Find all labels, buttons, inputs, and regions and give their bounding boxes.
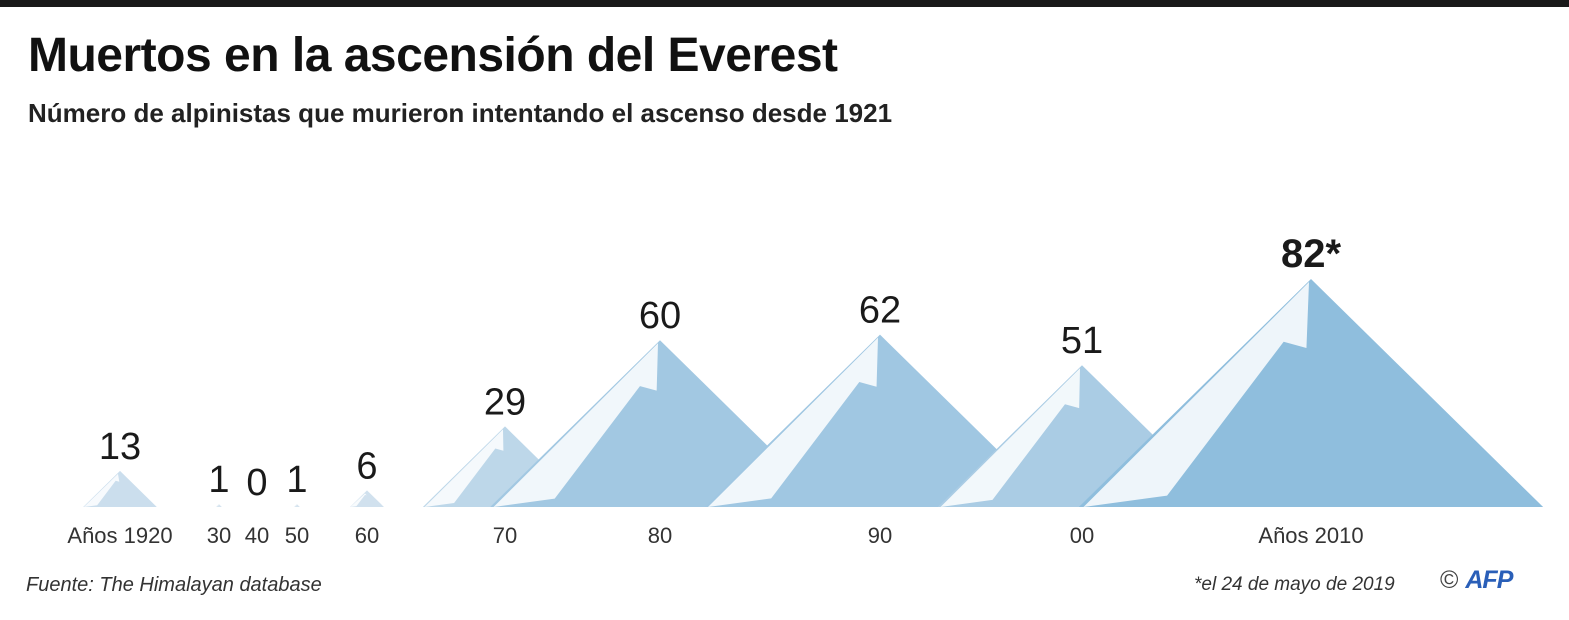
source-note: Fuente: The Himalayan database [26, 574, 322, 596]
snow-streak [940, 368, 1080, 507]
mountain-4 [294, 504, 300, 508]
mountain-10 [1078, 279, 1544, 507]
footnote: *el 24 de mayo de 2019 [1194, 574, 1395, 595]
category-label: 90 [868, 523, 892, 548]
value-label: 1 [208, 459, 229, 501]
value-label: 62 [859, 290, 901, 332]
afp-logo: AFP [1465, 566, 1513, 594]
snow-streak [1083, 282, 1309, 507]
value-label: 60 [639, 295, 681, 337]
mountain-1 [83, 470, 157, 507]
category-label: 00 [1070, 523, 1094, 548]
mountain-7 [490, 340, 830, 507]
category-label: Años 2010 [1258, 523, 1363, 548]
mountain-5 [350, 490, 384, 507]
mountain-body [216, 504, 222, 507]
copyright-symbol: © [1440, 566, 1459, 594]
category-label: 40 [245, 523, 269, 548]
snow-streak [216, 504, 219, 508]
snow-streak [424, 429, 504, 507]
value-label: 82* [1281, 232, 1341, 276]
category-label: 60 [355, 523, 379, 548]
category-label: 80 [648, 523, 672, 548]
mountain-body [294, 504, 300, 507]
category-label: Años 1920 [67, 523, 172, 548]
snow-streak [707, 337, 878, 507]
mountain-8 [704, 334, 1056, 507]
category-label: 30 [207, 523, 231, 548]
agency-credit: © AFP [1440, 566, 1513, 595]
snow-streak [493, 343, 658, 507]
snow-streak [350, 493, 367, 507]
snow-streak [83, 473, 120, 507]
category-label: 50 [285, 523, 309, 548]
chart-title: Muertos en la ascensión del Everest [28, 29, 838, 82]
top-rule [0, 0, 1569, 7]
value-label: 13 [99, 426, 141, 468]
mountain-2 [216, 504, 222, 508]
value-label: 0 [246, 462, 267, 504]
category-label: 70 [493, 523, 517, 548]
snow-streak [294, 504, 297, 508]
value-label: 51 [1061, 320, 1103, 362]
chart-subtitle: Número de alpinistas que murieron intent… [28, 98, 893, 128]
value-label: 6 [356, 445, 377, 487]
value-label: 1 [286, 459, 307, 501]
value-label: 29 [484, 381, 526, 423]
